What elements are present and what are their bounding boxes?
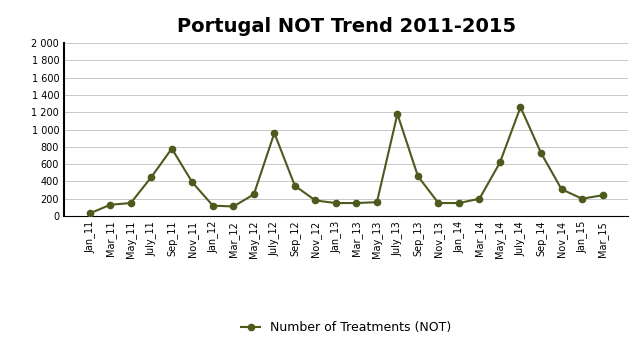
Title: Portugal NOT Trend 2011-2015: Portugal NOT Trend 2011-2015 <box>176 17 516 36</box>
Number of Treatments (NOT) <box>332 201 340 205</box>
Number of Treatments (NOT) <box>599 193 606 197</box>
Number of Treatments (NOT) <box>496 160 504 165</box>
Number of Treatments (NOT) <box>353 201 360 205</box>
Number of Treatments (NOT) <box>558 187 565 192</box>
Number of Treatments (NOT) <box>373 200 381 204</box>
Number of Treatments (NOT) <box>517 105 524 109</box>
Number of Treatments (NOT) <box>209 203 217 208</box>
Number of Treatments (NOT) <box>414 174 422 179</box>
Number of Treatments (NOT) <box>127 201 135 205</box>
Number of Treatments (NOT) <box>435 201 442 205</box>
Legend: Number of Treatments (NOT): Number of Treatments (NOT) <box>236 316 456 339</box>
Number of Treatments (NOT) <box>312 198 319 203</box>
Number of Treatments (NOT) <box>578 197 586 201</box>
Number of Treatments (NOT) <box>106 203 114 207</box>
Number of Treatments (NOT) <box>537 151 545 155</box>
Number of Treatments (NOT) <box>455 201 463 205</box>
Number of Treatments (NOT) <box>291 184 299 188</box>
Number of Treatments (NOT) <box>476 197 483 201</box>
Number of Treatments (NOT) <box>271 131 278 135</box>
Number of Treatments (NOT) <box>394 112 401 116</box>
Number of Treatments (NOT) <box>86 211 94 216</box>
Line: Number of Treatments (NOT): Number of Treatments (NOT) <box>87 104 606 216</box>
Number of Treatments (NOT) <box>250 192 258 197</box>
Number of Treatments (NOT) <box>147 175 155 179</box>
Number of Treatments (NOT) <box>188 180 196 184</box>
Number of Treatments (NOT) <box>168 147 176 151</box>
Number of Treatments (NOT) <box>229 204 237 209</box>
